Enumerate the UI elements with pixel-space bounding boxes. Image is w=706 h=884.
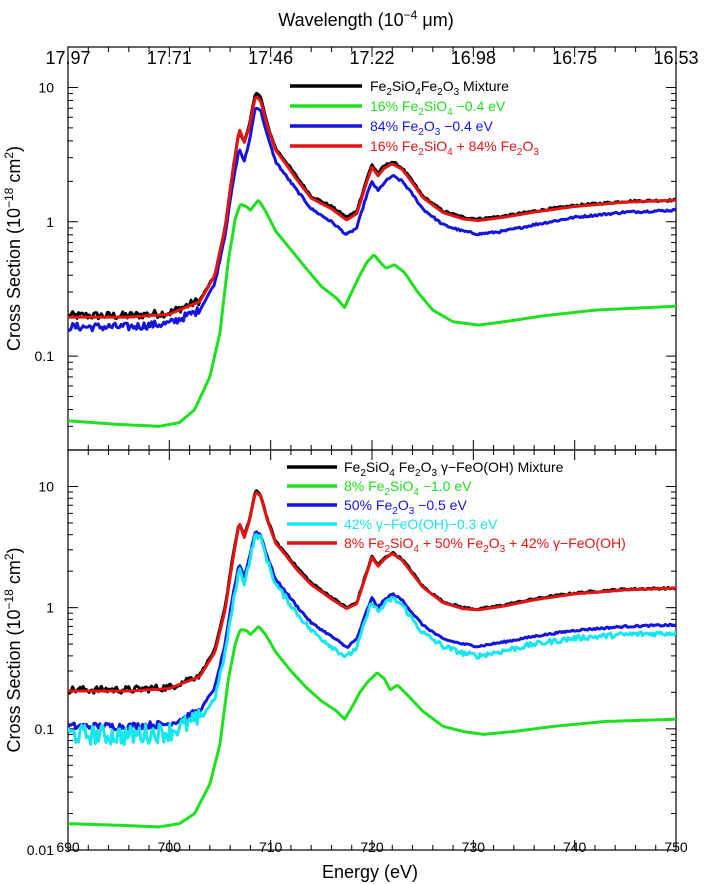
y-axis-title: Cross Section (10−18 cm2) — [2, 547, 24, 752]
x-tick-label: 710 — [259, 839, 283, 855]
y-tick-label: 1 — [46, 600, 54, 616]
y-tick-label: 0.1 — [35, 721, 55, 737]
y-axis-title-exp: −18 — [2, 589, 16, 610]
y-tick-label: 10 — [38, 478, 54, 494]
top-axis-tick-label: 16.53 — [653, 48, 698, 68]
top-axis-tick-label: 16.75 — [552, 48, 597, 68]
y-axis-title-end: ) — [4, 547, 24, 553]
bottom-series-line-1 — [68, 625, 676, 829]
top-axis-tick-label: 16.98 — [451, 48, 496, 68]
x-tick-label: 750 — [664, 839, 688, 855]
y-axis-title-unit: cm — [4, 159, 24, 188]
y-axis-title-text: Cross Section (10 — [4, 609, 24, 752]
bottom-panel: 0.01 0.1 1 10 690 700 710 720 730 740 750 Cross Sec… — [2, 449, 688, 858]
legend-label: 8% Fe2SiO4 −1.0 eV — [344, 478, 472, 498]
y-axis-title-unit-exp: 2 — [2, 152, 16, 159]
top-axis-tick-label: 17.22 — [349, 48, 394, 68]
legend-label: 50% Fe2O3 −0.5 eV — [344, 497, 467, 517]
legend-label: 16% Fe2SiO4 −0.4 eV — [370, 98, 506, 118]
legend-label: 42% γ−FeO(OH)−0.3 eV — [344, 516, 498, 532]
top-panel: 0.1 1 10 Cross Section (10−18 cm2) Fe2SiO4Fe… — [2, 46, 677, 451]
x-tick-label: 690 — [56, 839, 80, 855]
bottom-legend: Fe2SiO4 Fe2O3 γ−FeO(OH) Mixture 8% Fe2Si… — [287, 459, 626, 555]
legend-label: Fe2SiO4Fe2O3 Mixture — [370, 78, 509, 98]
x-tick-label: 730 — [462, 839, 486, 855]
x-axis-title: Energy (eV) — [322, 862, 418, 882]
y-axis-title: Cross Section (10−18 cm2) — [2, 146, 24, 351]
bottom-series-line-4 — [68, 491, 676, 693]
legend-label: 84% Fe2O3 −0.4 eV — [370, 118, 493, 138]
y-axis-title-exp: −18 — [2, 187, 16, 208]
top-axis-title: Wavelength (10−4 μm) — [278, 8, 453, 30]
y-axis-title-text: Cross Section (10 — [4, 208, 24, 351]
top-series-line-3 — [68, 95, 676, 319]
y-tick-label: 1 — [46, 214, 54, 230]
y-axis-title-end: ) — [4, 146, 24, 152]
y-tick-label: 10 — [38, 79, 54, 95]
legend-label: 16% Fe2SiO4 + 84% Fe2O3 — [370, 138, 539, 158]
x-tick-label: 720 — [360, 839, 384, 855]
bottom-series-line-3 — [68, 533, 676, 747]
x-tick-label: 700 — [158, 839, 182, 855]
top-axis-tick-label: 17.46 — [248, 48, 293, 68]
y-axis-title-unit-exp: 2 — [2, 553, 16, 560]
y-tick-label: 0.01 — [27, 842, 54, 858]
top-series-line-1 — [68, 199, 676, 428]
legend-label: Fe2SiO4 Fe2O3 γ−FeO(OH) Mixture — [344, 459, 564, 479]
x-tick-label: 740 — [563, 839, 587, 855]
top-axis-tick-label: 17.71 — [147, 48, 192, 68]
top-series-line-2 — [68, 106, 676, 333]
y-tick-label: 0.1 — [35, 348, 55, 364]
legend-label: 8% Fe2SiO4 + 50% Fe2O3 + 42% γ−FeO(OH) — [344, 535, 626, 555]
y-axis-title-unit: cm — [4, 560, 24, 589]
top-axis-tick-label: 17.97 — [45, 48, 90, 68]
